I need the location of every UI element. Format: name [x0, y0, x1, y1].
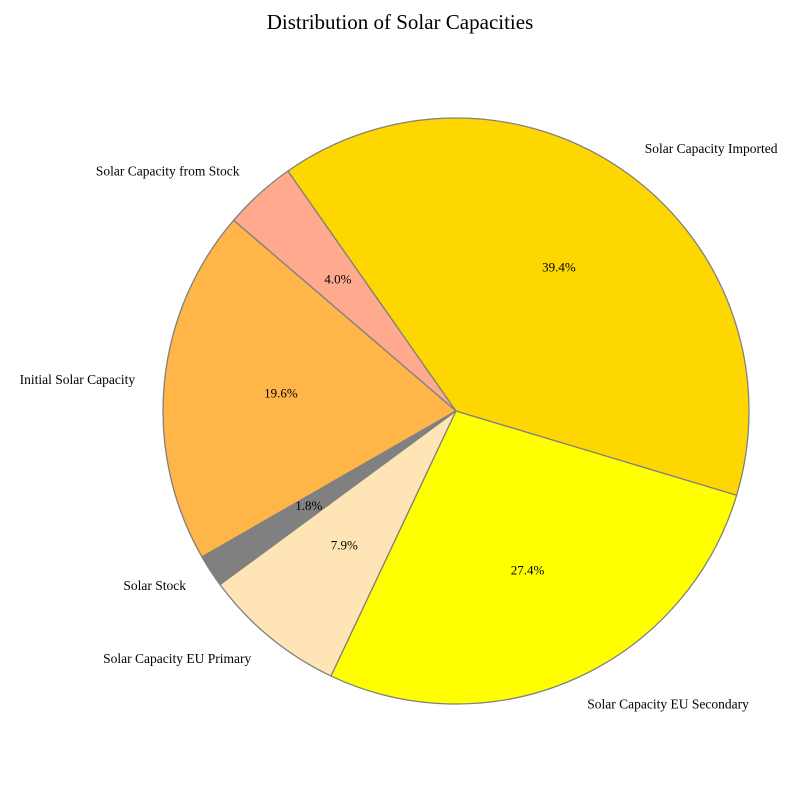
pct-label-solar-capacity-eu-primary: 7.9%	[331, 538, 358, 553]
pct-label-solar-capacity-eu-secondary: 27.4%	[511, 563, 545, 578]
pie-slice-solar-capacity-eu-primary	[219, 410, 457, 677]
slice-label-solar-capacity-eu-primary: Solar Capacity EU Primary	[103, 651, 251, 666]
slice-label-solar-stock: Solar Stock	[123, 578, 186, 593]
pie-slice-solar-capacity-eu-secondary	[330, 410, 738, 705]
pct-label-initial-solar-capacity: 19.6%	[264, 386, 298, 401]
slice-label-solar-capacity-eu-secondary: Solar Capacity EU Secondary	[587, 696, 749, 711]
pie-slice-initial-solar-capacity	[162, 219, 458, 558]
pct-label-solar-stock: 1.8%	[295, 498, 322, 513]
pie-slice-solar-capacity-imported	[287, 117, 750, 496]
slice-label-solar-capacity-imported: Solar Capacity Imported	[645, 141, 778, 156]
pct-label-solar-capacity-imported: 39.4%	[542, 259, 576, 274]
slice-label-solar-capacity-from-stock: Solar Capacity from Stock	[96, 163, 240, 178]
chart-title: Distribution of Solar Capacities	[266, 10, 534, 34]
pct-label-solar-capacity-from-stock: 4.0%	[324, 272, 351, 287]
slice-label-initial-solar-capacity: Initial Solar Capacity	[20, 372, 136, 387]
